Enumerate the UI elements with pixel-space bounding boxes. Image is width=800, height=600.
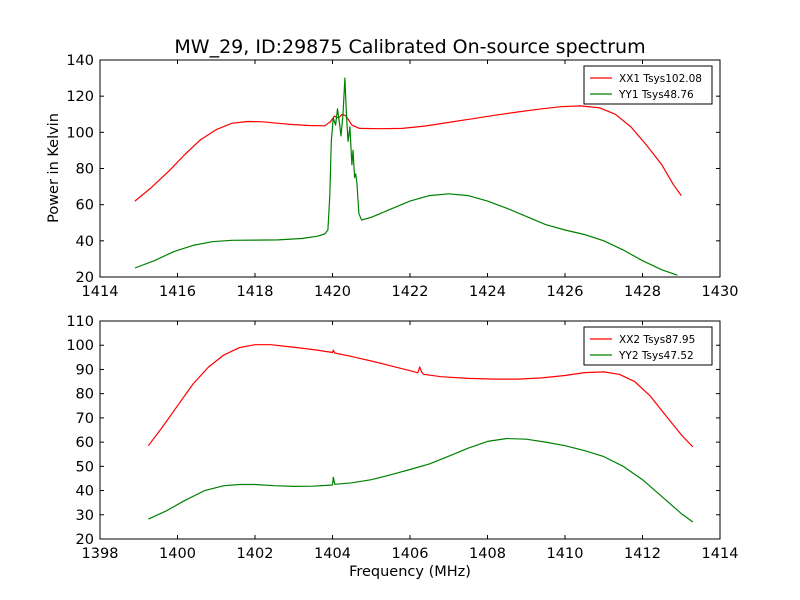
y-axis-label: Power in Kelvin <box>46 113 62 223</box>
y-tick-label: 60 <box>76 198 94 214</box>
y-tick-label: 50 <box>76 459 94 475</box>
y-tick-label: 110 <box>66 314 94 330</box>
x-tick-label: 1412 <box>624 546 661 562</box>
y-tick-label: 80 <box>76 162 94 178</box>
x-tick-label: 1406 <box>392 546 429 562</box>
legend-label: YY1 Tsys48.76 <box>618 89 694 101</box>
y-tick-label: 30 <box>76 508 94 524</box>
x-tick-label: 1408 <box>469 546 506 562</box>
x-tick-label: 1400 <box>159 546 196 562</box>
x-tick-label: 1414 <box>702 546 739 562</box>
x-tick-label: 1416 <box>159 284 196 300</box>
x-tick-label: 1428 <box>624 284 661 300</box>
y-tick-label: 70 <box>76 411 94 427</box>
x-tick-label: 1414 <box>82 284 119 300</box>
x-tick-label: 1430 <box>702 284 739 300</box>
series-line-xx <box>147 344 694 448</box>
x-tick-label: 1404 <box>314 546 351 562</box>
y-tick-label: 140 <box>66 53 94 69</box>
legend-box <box>583 326 713 366</box>
series-line-xx <box>134 105 682 202</box>
y-tick-label: 120 <box>66 89 94 105</box>
legend-box <box>583 65 713 105</box>
legend-label: XX2 Tsys87.95 <box>619 334 695 346</box>
y-tick-label: 20 <box>76 532 94 548</box>
legend-label: XX1 Tsys102.08 <box>619 73 702 85</box>
y-tick-label: 60 <box>76 435 94 451</box>
y-tick-label: 100 <box>66 338 94 354</box>
top-plot: 1414 1416 1418 1420 1422 1424 1426 1428 1430 20 40… <box>66 53 738 300</box>
legend: XX2 Tsys87.95 YY2 Tsys47.52 <box>583 326 713 366</box>
x-tick-label: 1426 <box>547 284 584 300</box>
legend-label: YY2 Tsys47.52 <box>618 350 694 362</box>
y-tick-label: 40 <box>76 234 94 250</box>
x-tick-label: 1424 <box>469 284 506 300</box>
bottom-plot: 1398 1400 1402 1404 1406 1408 1410 1412 1414 20 30… <box>66 314 738 562</box>
x-tick-label: 1398 <box>82 546 119 562</box>
legend: XX1 Tsys102.08 YY1 Tsys48.76 <box>583 65 713 105</box>
y-tick-label: 90 <box>76 362 94 378</box>
x-axis-label: Frequency (MHz) <box>349 564 471 580</box>
chart-title: MW_29, ID:29875 Calibrated On-source spe… <box>174 36 645 58</box>
x-tick-label: 1418 <box>237 284 274 300</box>
series-line-yy <box>134 77 678 276</box>
y-tick-label: 40 <box>76 484 94 500</box>
x-tick-label: 1410 <box>547 546 584 562</box>
series-line-yy <box>148 437 694 523</box>
x-tick-label: 1402 <box>237 546 274 562</box>
y-tick-label: 80 <box>76 387 94 403</box>
x-tick-label: 1422 <box>392 284 429 300</box>
y-tick-label: 20 <box>76 270 94 286</box>
x-tick-label: 1420 <box>314 284 351 300</box>
y-tick-label: 100 <box>66 125 94 141</box>
